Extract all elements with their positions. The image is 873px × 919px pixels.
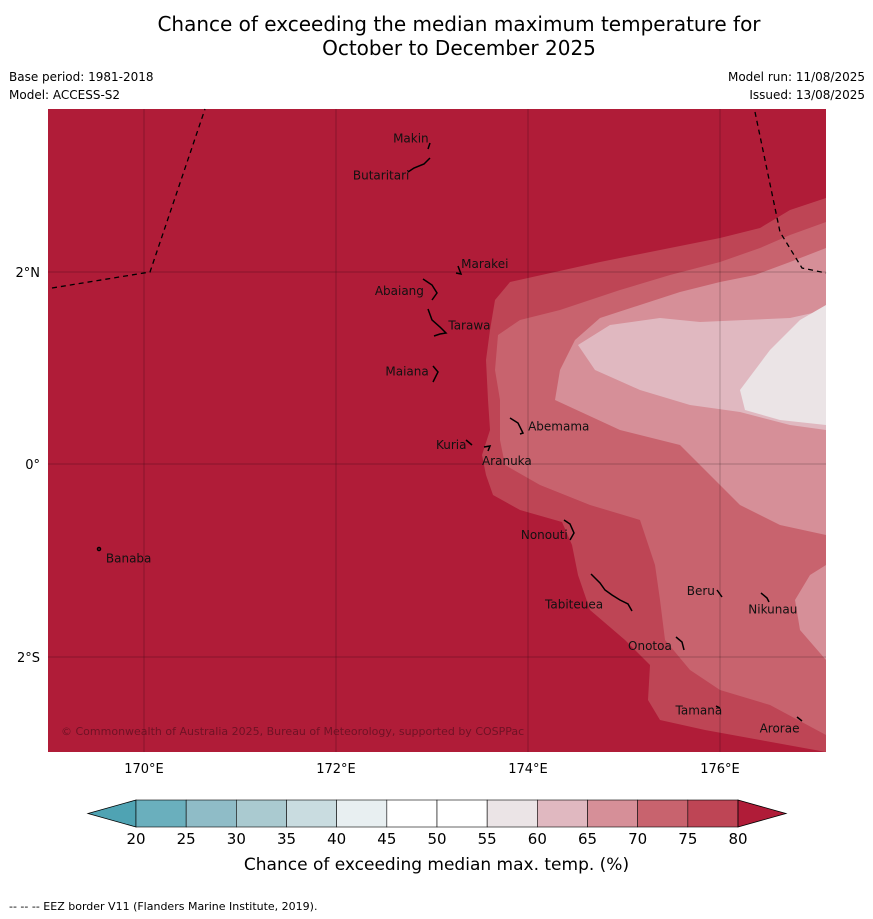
colorbar-bin-35 (286, 799, 337, 828)
model-run: Model run: 11/08/2025 (727, 70, 865, 84)
island-maiana (432, 365, 439, 383)
colorbar-tick-40: 40 (327, 830, 346, 848)
colorbar-bin-30 (236, 799, 287, 828)
colorbar-bin-25 (185, 799, 237, 828)
place-label-aranuka: Aranuka (482, 454, 532, 468)
lat-tick-2s: 2°S (17, 651, 40, 666)
meta-left: Base period: 1981-2018 Model: ACCESS-S2 (9, 68, 154, 104)
colorbar-tick-25: 25 (177, 830, 196, 848)
place-label-banaba: Banaba (106, 551, 152, 565)
eez-borders (51, 108, 827, 289)
colorbar-tick-45: 45 (377, 830, 396, 848)
issued-date: Issued: 13/08/2025 (749, 88, 865, 102)
colorbar-tick-80: 80 (728, 830, 747, 848)
island-onotoa (675, 636, 685, 651)
colorbar-bin-40 (336, 799, 388, 828)
colorbar-label: Chance of exceeding median max. temp. (%… (243, 855, 630, 875)
colorbar: 20 25 30 35 40 45 50 55 60 65 70 75 80 (86, 799, 788, 848)
islands (96, 142, 803, 722)
colorbar-bin-45 (386, 799, 438, 828)
island-beru (716, 589, 723, 598)
place-label-onotoa: Onotoa (628, 639, 672, 653)
place-label-butaritari: Butaritari (353, 168, 410, 182)
colorbar-tick-20: 20 (126, 830, 145, 848)
forecast-map: Makin Butaritari Marakei Abaiang Tarawa Maian… (16, 108, 827, 848)
title-line-2: October to December 2025 (322, 36, 596, 60)
lat-tick-0: 0° (25, 458, 40, 473)
island-tarawa (427, 308, 448, 337)
place-label-tamana: Tamana (675, 703, 723, 717)
place-label-nonouti: Nonouti (521, 528, 568, 542)
place-label-maiana: Maiana (385, 365, 428, 379)
place-label-abaiang: Abaiang (375, 284, 424, 298)
place-label-makin: Makin (393, 132, 429, 146)
map-title: Chance of exceeding the median maximum t… (0, 12, 873, 60)
lon-tick-labels: 170°E 172°E 174°E 176°E (124, 762, 740, 777)
place-label-nikunau: Nikunau (748, 602, 797, 616)
place-label-marakei: Marakei (461, 257, 508, 271)
title-line-1: Chance of exceeding the median maximum t… (157, 12, 761, 36)
place-labels: Makin Butaritari Marakei Abaiang Tarawa Maian… (106, 132, 800, 736)
eez-footnote: -- -- -- EEZ border V11 (Flanders Marine… (9, 900, 318, 913)
colorbar-bin-20 (135, 799, 187, 828)
colorbar-bin-65 (587, 799, 638, 828)
colorbar-bin-50 (436, 799, 488, 828)
island-nonouti (563, 519, 575, 541)
colorbar-tick-70: 70 (628, 830, 647, 848)
copyright-notice: © Commonwealth of Australia 2025, Bureau… (61, 725, 524, 738)
eez-border-west (51, 108, 206, 289)
colorbar-tick-50: 50 (427, 830, 446, 848)
colorbar-bin-75 (687, 799, 739, 828)
island-abaiang (422, 278, 438, 301)
lat-tick-labels: 2°N 0° 2°S (16, 266, 41, 666)
colorbar-tick-65: 65 (578, 830, 597, 848)
island-aranuka (483, 445, 492, 452)
colorbar-tick-55: 55 (478, 830, 497, 848)
meta-right: Model run: 11/08/2025 Issued: 13/08/2025 (728, 68, 865, 104)
contour-55-60 (740, 305, 826, 425)
lon-tick-176: 176°E (700, 762, 740, 777)
island-nikunau (760, 592, 770, 603)
graticule (48, 109, 826, 752)
base-period: Base period: 1981-2018 (9, 70, 154, 84)
lon-tick-170: 170°E (124, 762, 164, 777)
colorbar-tick-30: 30 (227, 830, 246, 848)
island-arorae (796, 716, 803, 722)
colorbar-tick-60: 60 (528, 830, 547, 848)
colorbar-bin-70 (637, 799, 689, 828)
model-name: Model: ACCESS-S2 (9, 88, 121, 102)
island-tabiteuea (590, 573, 633, 612)
colorbar-over-arrow (737, 799, 788, 828)
colorbar-bin-55 (486, 799, 538, 828)
map-panel (48, 109, 826, 752)
island-butaritari (407, 157, 431, 173)
colorbar-tick-35: 35 (277, 830, 296, 848)
lon-tick-172: 172°E (316, 762, 356, 777)
island-kuria (465, 439, 473, 446)
place-label-arorae: Arorae (760, 722, 800, 736)
lon-tick-174: 174°E (508, 762, 548, 777)
place-label-beru: Beru (687, 584, 715, 598)
lat-tick-2n: 2°N (16, 266, 41, 281)
island-banaba (96, 546, 102, 552)
place-label-abemama: Abemama (528, 419, 589, 433)
island-tamana (715, 705, 721, 709)
island-makin (427, 142, 431, 150)
island-abemama (509, 417, 525, 435)
place-label-kuria: Kuria (436, 438, 467, 452)
colorbar-under-arrow (86, 799, 137, 828)
colorbar-tick-75: 75 (678, 830, 697, 848)
place-label-tarawa: Tarawa (447, 318, 490, 332)
island-marakei (455, 265, 463, 276)
colorbar-bin-60 (537, 799, 588, 828)
place-label-tabiteuea: Tabiteuea (544, 598, 603, 612)
